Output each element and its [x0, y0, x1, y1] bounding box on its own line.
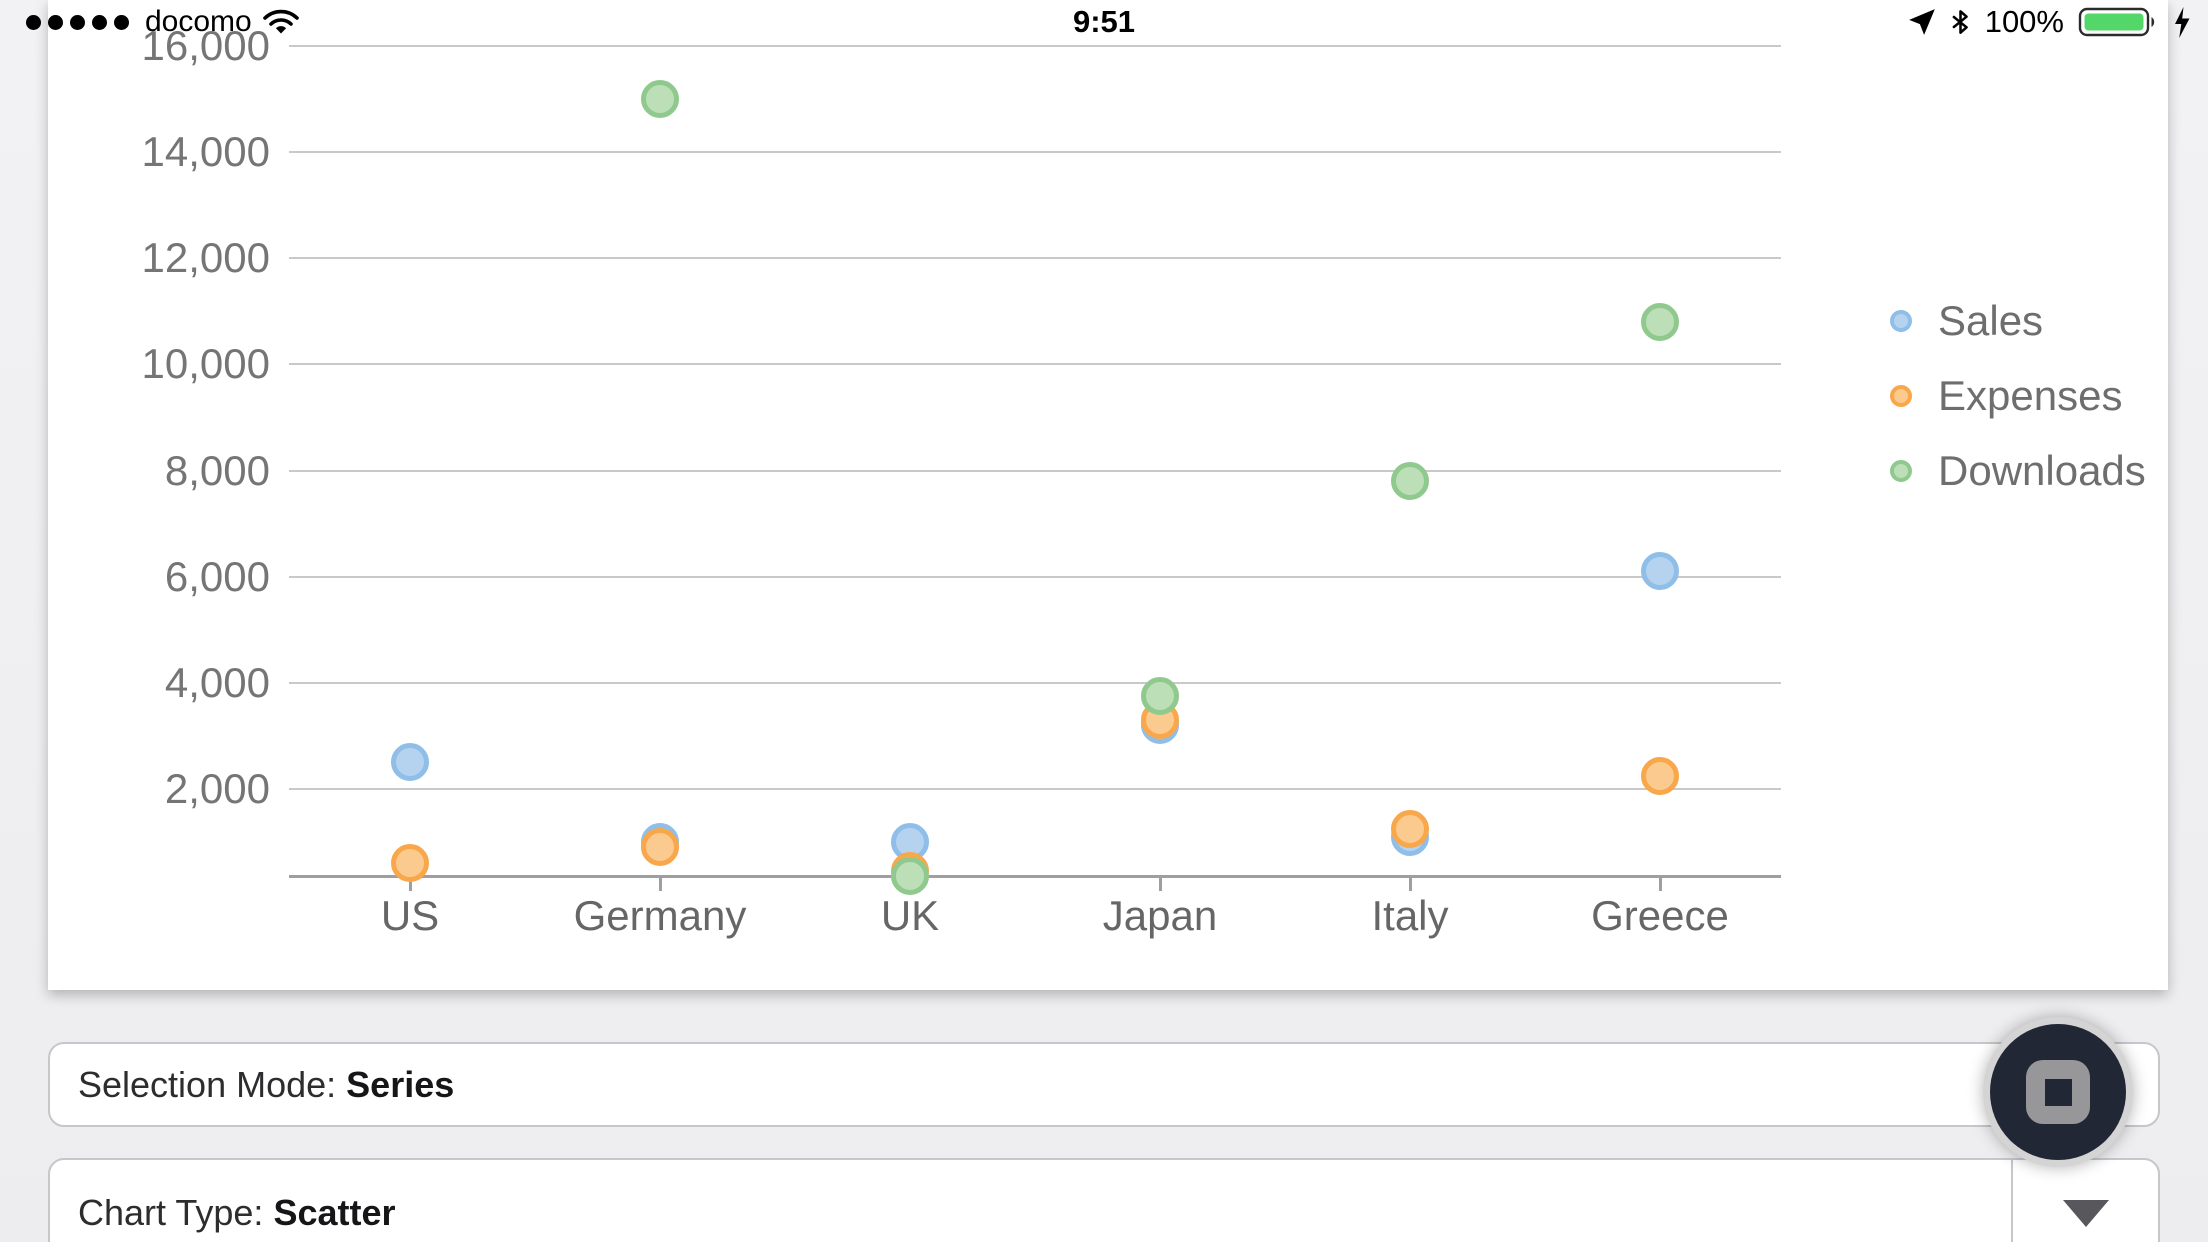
legend-item-expenses[interactable]: Expenses — [1890, 370, 2122, 422]
y-axis-tick-label: 6,000 — [164, 552, 270, 600]
point-sales-us[interactable] — [391, 743, 429, 782]
chevron-down-icon — [2062, 1199, 2109, 1227]
legend-dot-icon — [1890, 310, 1912, 332]
status-left-group: docomo — [26, 0, 300, 44]
point-downloads-germany[interactable] — [641, 80, 679, 119]
x-axis-tick-mark — [659, 877, 662, 891]
point-expenses-germany[interactable] — [641, 828, 679, 867]
y-axis-tick-label: 8,000 — [164, 446, 270, 494]
status-right-group: 100% — [1908, 0, 2192, 44]
y-gridline — [289, 787, 1781, 790]
location-arrow-icon — [1908, 9, 1935, 35]
legend-dot-icon — [1890, 460, 1912, 482]
chart-type-text: Chart Type: Scatter — [78, 1192, 396, 1234]
chart-type-label: Chart Type: — [78, 1192, 274, 1233]
y-axis-tick-label: 12,000 — [141, 234, 270, 282]
legend-label: Downloads — [1938, 447, 2146, 494]
x-axis-tick-label: Italy — [1371, 892, 1449, 939]
battery-icon — [2078, 7, 2155, 37]
x-axis-tick-mark — [1659, 877, 1662, 891]
chart-type-value: Scatter — [273, 1192, 396, 1233]
y-axis-tick-label: 2,000 — [164, 764, 270, 812]
signal-dot — [114, 14, 129, 30]
x-axis-tick-label: Japan — [1102, 892, 1218, 939]
y-axis-tick-label: 16,000 — [141, 21, 270, 69]
x-axis-tick-label: US — [380, 892, 440, 939]
point-downloads-italy[interactable] — [1391, 462, 1429, 501]
point-sales-greece[interactable] — [1641, 552, 1679, 591]
y-gridline — [289, 469, 1781, 472]
y-gridline — [289, 151, 1781, 154]
legend-label: Sales — [1938, 297, 2044, 344]
y-axis-tick-label: 10,000 — [141, 340, 270, 388]
selection-mode-label: Selection Mode: — [78, 1063, 347, 1105]
signal-dot — [70, 14, 85, 30]
x-axis-tick-mark — [1159, 877, 1162, 891]
point-downloads-uk[interactable] — [891, 857, 929, 895]
stop-square-inner — [2044, 1078, 2072, 1106]
x-axis-tick-label: Greece — [1591, 892, 1729, 939]
point-expenses-italy[interactable] — [1391, 809, 1429, 848]
stop-square-icon — [2026, 1060, 2090, 1124]
y-gridline — [289, 363, 1781, 366]
chart-type-dropdown-button[interactable] — [2011, 1160, 2158, 1242]
selection-mode-value: Series — [346, 1063, 455, 1105]
status-bar: docomo 9:51 100% — [0, 0, 2208, 44]
x-axis-tick-label: UK — [880, 892, 940, 939]
point-downloads-japan[interactable] — [1141, 677, 1179, 716]
bluetooth-icon — [1952, 10, 1968, 34]
signal-dot — [92, 14, 107, 30]
chart-type-row[interactable]: Chart Type: Scatter — [48, 1158, 2160, 1242]
battery-percent-label: 100% — [1984, 4, 2064, 39]
signal-dot — [48, 14, 63, 30]
signal-strength-icon — [26, 14, 129, 30]
selection-mode-text: Selection Mode: Series — [78, 1064, 454, 1106]
x-axis-line — [289, 875, 1781, 878]
legend-item-downloads[interactable]: Downloads — [1890, 445, 2146, 497]
point-expenses-us[interactable] — [391, 844, 429, 883]
x-axis-tick-mark — [1409, 877, 1412, 891]
legend-item-sales[interactable]: Sales — [1890, 295, 2043, 347]
x-axis-tick-label: Germany — [573, 892, 747, 939]
legend-label: Expenses — [1938, 372, 2123, 419]
y-gridline — [289, 681, 1781, 684]
screen-recording-button[interactable] — [1983, 1017, 2133, 1167]
y-gridline — [289, 257, 1781, 260]
y-axis-tick-label: 4,000 — [164, 658, 270, 706]
chart-card: 16,000 14,000 12,000 10,000 8,000 6,000 4,000 2… — [48, 0, 2168, 990]
y-gridline — [289, 44, 1781, 47]
signal-dot — [26, 14, 41, 30]
selection-mode-row[interactable]: Selection Mode: Series — [48, 1042, 2160, 1127]
x-axis-tick-mark — [409, 877, 412, 891]
carrier-label: docomo — [145, 5, 252, 38]
clock: 9:51 — [1072, 4, 1136, 39]
wifi-icon — [262, 9, 299, 34]
legend-dot-icon — [1890, 385, 1912, 407]
charging-bolt-icon — [2175, 6, 2190, 38]
y-gridline — [289, 575, 1781, 578]
y-axis-tick-label: 14,000 — [141, 128, 270, 176]
point-downloads-greece[interactable] — [1641, 302, 1679, 341]
point-expenses-greece[interactable] — [1641, 756, 1679, 795]
